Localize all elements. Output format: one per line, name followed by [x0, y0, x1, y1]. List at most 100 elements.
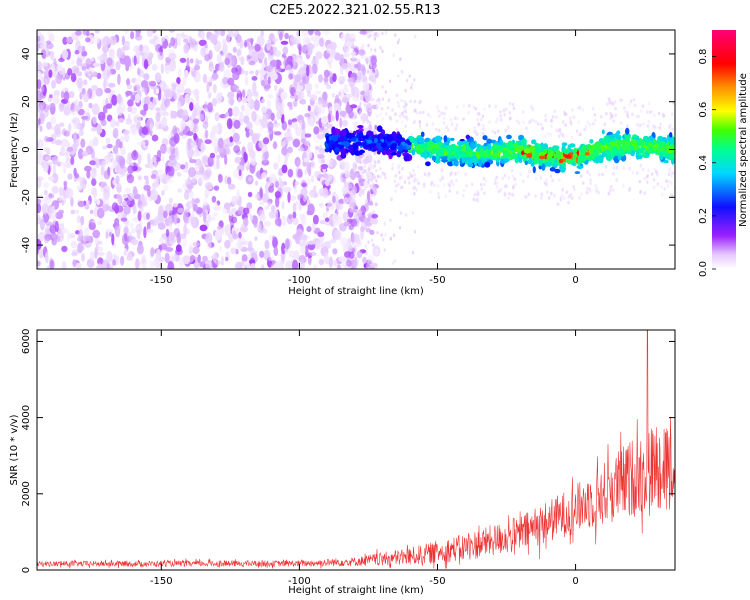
spectrogram-noise-blob — [321, 243, 324, 249]
spectrogram-noise-blob — [375, 114, 379, 118]
spectrogram-noise-blob — [363, 102, 367, 107]
spectrogram-noise-blob — [650, 110, 653, 114]
spectrogram-noise-blob — [430, 182, 433, 187]
spectrogram-noise-blob — [202, 255, 208, 263]
spectrogram-noise-blob — [405, 213, 408, 217]
spectrogram-noise-blob — [315, 83, 319, 90]
spectrogram-noise-blob — [67, 173, 73, 180]
spectrogram-noise-blob — [368, 123, 373, 132]
spectrogram-noise-blob — [110, 118, 116, 128]
spectrogram-noise-blob — [482, 127, 485, 131]
spectrogram-noise-blob — [282, 46, 289, 55]
spectrogram-signal-blob — [503, 158, 510, 162]
spectrogram-noise-blob — [133, 45, 140, 53]
spectrogram-noise-blob — [387, 98, 391, 103]
spectrogram-signal-blob — [382, 149, 387, 154]
spectrogram-noise-blob — [496, 181, 499, 185]
spectrogram-noise-blob — [354, 256, 358, 267]
spectrogram-noise-blob — [104, 185, 110, 190]
spectrogram-noise-blob — [380, 233, 383, 237]
spectrogram-noise-blob — [376, 99, 379, 103]
spectrogram-noise-blob — [530, 118, 533, 123]
spectrogram-noise-blob — [391, 166, 394, 171]
spectrogram-noise-blob — [546, 131, 550, 136]
spectrogram-noise-blob — [323, 69, 330, 78]
spectrogram-noise-blob — [150, 247, 155, 257]
spectrogram-noise-blob — [58, 209, 64, 215]
spectrogram-noise-blob — [669, 123, 672, 127]
spectrogram-noise-blob — [296, 159, 300, 167]
spectrogram-noise-blob — [465, 184, 468, 188]
spectrogram-noise-blob — [370, 176, 373, 181]
spectrogram-noise-blob — [212, 212, 219, 217]
colorbar-tick-label: 0.8 — [698, 49, 709, 65]
spectrogram-noise-blob — [355, 173, 359, 177]
spectrogram-noise-blob — [98, 246, 103, 252]
spectrogram-noise-blob — [301, 30, 310, 37]
spectrogram-noise-blob — [60, 90, 65, 99]
spectrogram-noise-blob — [652, 177, 656, 182]
spectrogram-noise-blob — [141, 87, 146, 93]
spectrogram-noise-blob — [120, 169, 126, 176]
spectrogram-noise-blob — [307, 240, 315, 245]
spectrogram-noise-blob — [397, 170, 400, 174]
spectrogram-noise-blob — [63, 164, 67, 175]
spectrogram-noise-blob — [216, 53, 222, 64]
spectrogram-signal-blob — [324, 148, 330, 153]
spectrogram-noise-blob — [165, 179, 174, 184]
spectrogram-noise-blob — [287, 101, 293, 107]
spectrogram-noise-blob — [367, 35, 370, 39]
spectrogram-noise-blob — [181, 76, 187, 86]
spectrogram-noise-blob — [335, 110, 339, 122]
spectrogram-noise-blob — [339, 110, 347, 118]
spectrogram-noise-blob — [626, 123, 629, 128]
spectrogram-noise-blob — [639, 189, 643, 194]
spectrogram-noise-blob — [570, 135, 574, 140]
spectrogram-noise-blob — [476, 112, 480, 116]
spectrogram-noise-blob — [92, 167, 97, 174]
spectrogram-signal-blob — [411, 149, 415, 156]
spectrogram-signal-blob — [377, 125, 383, 132]
spectrogram-noise-blob — [168, 52, 177, 60]
spectrogram-signal-blob — [357, 125, 364, 129]
spectrogram-noise-blob — [261, 264, 265, 269]
spectrogram-noise-blob — [309, 251, 317, 257]
spectrogram-noise-blob — [192, 89, 200, 96]
spectrogram-noise-blob — [88, 102, 93, 109]
spectrogram-noise-blob — [553, 109, 556, 114]
spectrogram-noise-blob — [474, 106, 478, 111]
spectrogram-noise-blob — [365, 266, 368, 269]
spectrogram-noise-blob — [180, 119, 186, 131]
spectrogram-noise-blob — [97, 240, 103, 245]
spectrogram-signal-blob — [584, 152, 590, 156]
spectrogram-noise-blob — [189, 141, 197, 147]
spectrogram-noise-blob — [37, 203, 42, 214]
spectrogram-noise-blob — [213, 185, 220, 191]
spectrogram-noise-blob — [96, 198, 101, 206]
spectrogram-noise-blob — [70, 156, 75, 166]
spectrogram-noise-blob — [218, 174, 223, 183]
spectrogram-noise-blob — [178, 131, 185, 136]
spectrogram-noise-blob — [347, 238, 351, 245]
spectrogram-noise-blob — [46, 121, 52, 130]
snr-series-line — [37, 330, 675, 569]
spectrogram-noise-blob — [184, 93, 191, 104]
spectrogram-noise-blob — [231, 195, 239, 206]
spectrogram-signal-blob — [477, 159, 483, 167]
spectrogram-noise-blob — [422, 110, 425, 115]
spectrogram-noise-blob — [588, 189, 592, 193]
spectrogram-noise-blob — [188, 167, 196, 178]
spectrogram-noise-blob — [417, 181, 420, 186]
spectrogram-signal-blob — [523, 148, 531, 154]
spectrogram-noise-blob — [397, 104, 401, 108]
spectrogram-noise-blob — [242, 89, 246, 98]
spectrogram-noise-blob — [268, 210, 277, 219]
spectrogram-signal-blob — [502, 149, 509, 158]
spectrogram-signal-blob — [472, 151, 476, 157]
spectrogram-signal-blob — [462, 144, 467, 152]
spectrogram-noise-blob — [168, 231, 176, 241]
spectrogram-noise-blob — [514, 182, 517, 187]
spectrogram-noise-blob — [117, 117, 125, 124]
